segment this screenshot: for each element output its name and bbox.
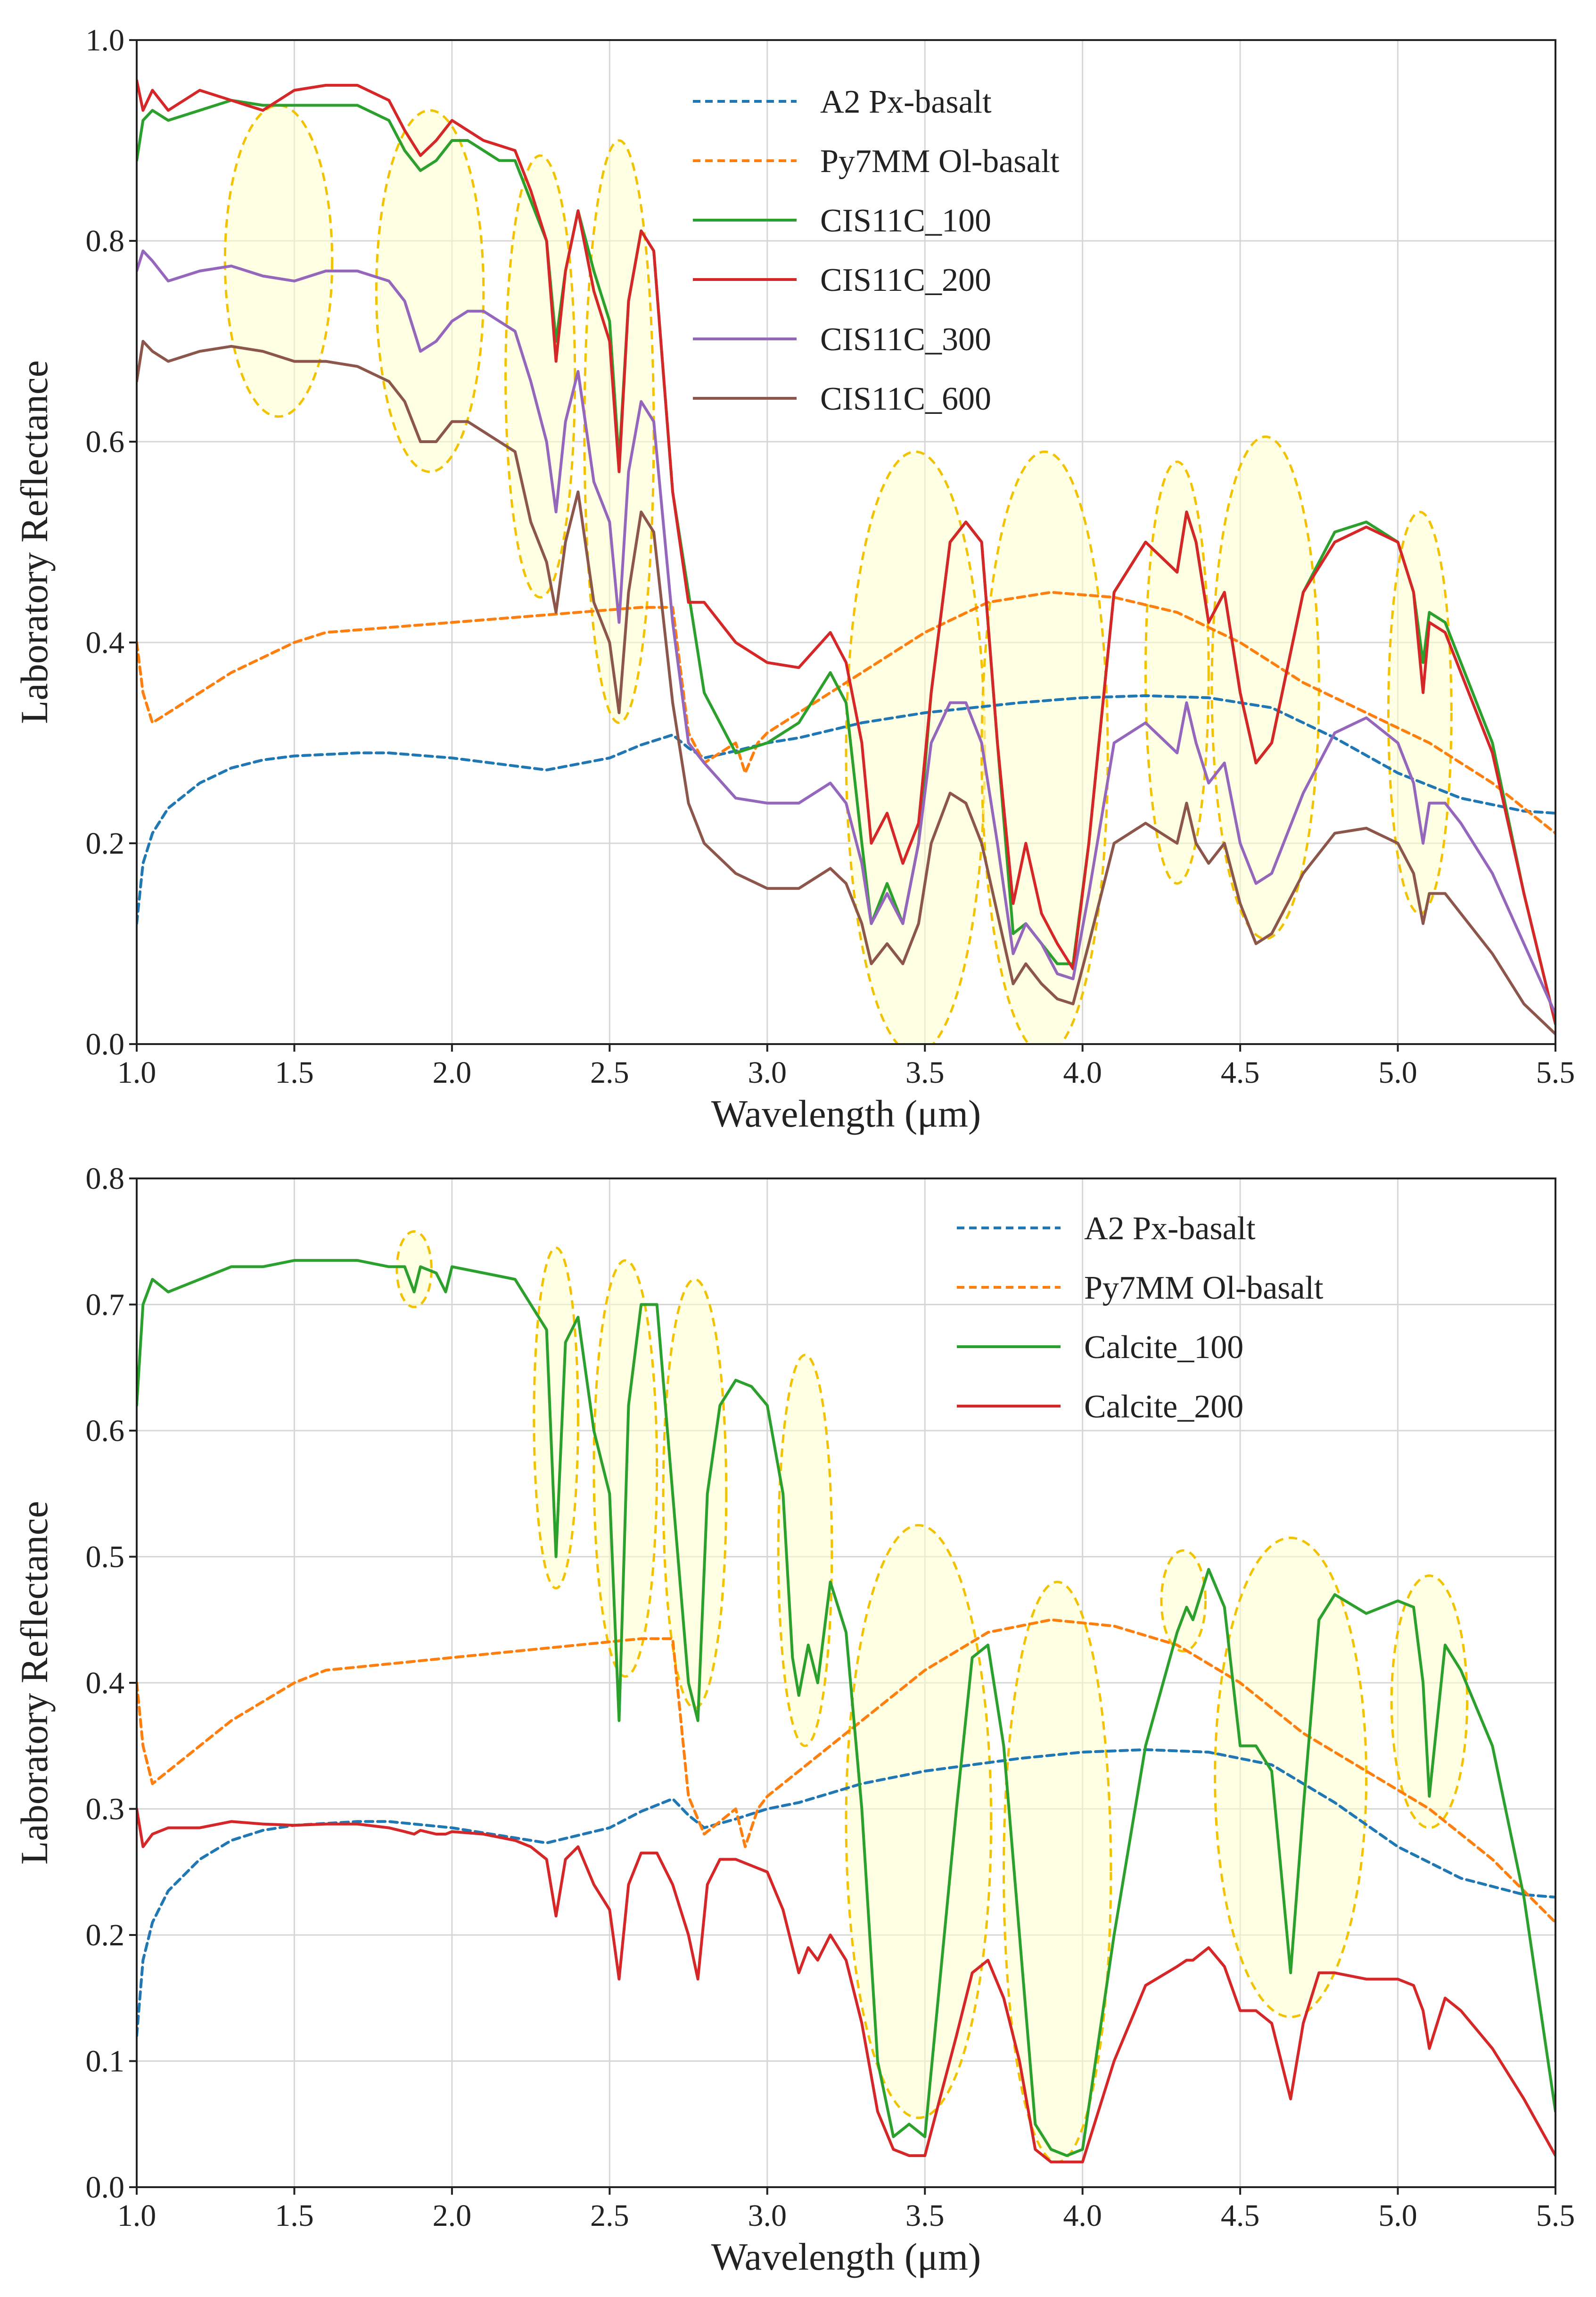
absorption-band-ellipse	[1144, 461, 1210, 885]
legend: A2 Px-basalt Py7MM Ol-basalt CIS11C_100 CIS…	[693, 84, 1060, 417]
x-tick-label: 4.0	[1063, 2198, 1102, 2233]
legend-label: A2 Px-basalt	[820, 84, 992, 120]
absorption-band-ellipse	[1390, 1574, 1469, 1829]
x-tick-label: 5.5	[1536, 1055, 1575, 1090]
absorption-band-ellipse	[662, 1278, 728, 1709]
y-tick-label: 0.1	[86, 2044, 125, 2079]
absorption-band-ellipse	[395, 1230, 433, 1309]
legend-label: Calcite_200	[1084, 1389, 1243, 1425]
chart-panel-1: 1.0 1.5 2.0 2.5 3.0 3.5 4.0 4.5 5.0 5.5 0.0 0.2 0.4 0…	[13, 23, 1575, 1135]
legend-label: A2 Px-basalt	[1084, 1210, 1256, 1247]
series-line-cis11c-600	[137, 340, 1555, 1036]
y-axis-label: Laboratory Reflectance	[13, 1501, 56, 1865]
legend: A2 Px-basalt Py7MM Ol-basalt Calcite_100 Ca…	[957, 1210, 1324, 1425]
x-tick-label: 4.5	[1221, 1055, 1260, 1090]
x-tick-label: 5.5	[1536, 2198, 1575, 2233]
legend-label: CIS11C_600	[820, 381, 991, 417]
y-tick-label: 0.4	[86, 626, 125, 660]
series-line-cis11c-200	[137, 79, 1555, 1026]
legend-label: Py7MM Ol-basalt	[1084, 1270, 1324, 1306]
y-tick-label: 0.8	[86, 1161, 125, 1196]
absorption-band-ellipse	[533, 1246, 579, 1589]
absorption-band-ellipse	[845, 1524, 993, 2119]
absorption-band-ellipse	[1160, 1549, 1207, 1653]
x-tick-label: 3.0	[748, 1055, 787, 1090]
series-line-a2-px-basalt	[137, 1748, 1555, 2037]
absorption-band-ellipse	[980, 450, 1109, 1044]
x-tick-label: 1.0	[117, 2198, 156, 2233]
series-line-py7mm-ol-basalt	[137, 1618, 1555, 1924]
y-tick-label: 0.2	[86, 1918, 125, 1952]
series-group	[137, 79, 1555, 1036]
y-tick-label: 0.8	[86, 224, 125, 258]
x-tick-label: 2.0	[433, 2198, 472, 2233]
x-tick-label: 4.0	[1063, 1055, 1102, 1090]
plot-frame	[136, 39, 1556, 1045]
legend-label: CIS11C_100	[820, 203, 991, 239]
y-tick-label: 0.0	[86, 1027, 125, 1062]
y-tick-label: 0.7	[86, 1288, 125, 1322]
x-tick-label: 5.0	[1378, 1055, 1417, 1090]
y-tick-label: 0.3	[86, 1792, 125, 1827]
legend-label: CIS11C_200	[820, 262, 991, 298]
y-tick-label: 0.6	[86, 425, 125, 459]
y-tick-label: 0.4	[86, 1666, 125, 1700]
x-tick-label: 1.5	[275, 1055, 314, 1090]
absorption-band-ellipse	[1210, 435, 1320, 940]
series-line-a2-px-basalt	[137, 694, 1555, 925]
legend-label: Calcite_100	[1084, 1329, 1243, 1366]
absorption-band-ellipse	[583, 139, 655, 724]
x-tick-label: 1.0	[117, 1055, 156, 1090]
x-axis-label: Wavelength (μm)	[711, 2235, 981, 2278]
x-tick-label: 3.5	[905, 1055, 945, 1090]
y-tick-label: 1.0	[86, 23, 125, 58]
legend-label: CIS11C_300	[820, 321, 991, 358]
series-group	[137, 1259, 1555, 2164]
x-tick-label: 3.0	[748, 2198, 787, 2233]
absorption-bands	[223, 104, 1453, 1044]
x-tick-label: 1.5	[275, 2198, 314, 2233]
absorption-band-ellipse	[845, 450, 986, 1044]
x-tick-label: 3.5	[905, 2198, 945, 2233]
series-line-calcite-200	[137, 1807, 1555, 2164]
absorption-band-ellipse	[375, 109, 485, 473]
series-line-py7mm-ol-basalt	[137, 591, 1555, 835]
x-tick-label: 4.5	[1221, 2198, 1260, 2233]
absorption-band-ellipse	[223, 104, 334, 418]
legend-label: Py7MM Ol-basalt	[820, 143, 1060, 180]
chart-panel-2: 1.0 1.5 2.0 2.5 3.0 3.5 4.0 4.5 5.0 5.5 0.0 0.1 0.2 0…	[13, 1161, 1575, 2278]
x-tick-label: 5.0	[1378, 2198, 1417, 2233]
y-tick-label: 0.5	[86, 1540, 125, 1574]
x-tick-label: 2.5	[590, 2198, 629, 2233]
series-line-calcite-100	[137, 1259, 1555, 2157]
x-tick-label: 2.0	[433, 1055, 472, 1090]
absorption-bands	[395, 1230, 1469, 2163]
x-axis-label: Wavelength (μm)	[711, 1092, 981, 1135]
y-tick-label: 0.6	[86, 1414, 125, 1448]
x-tick-label: 2.5	[590, 1055, 629, 1090]
y-tick-label: 0.0	[86, 2170, 125, 2205]
series-line-cis11c-300	[137, 249, 1555, 1016]
absorption-band-ellipse	[1387, 510, 1453, 915]
y-axis-label: Laboratory Reflectance	[13, 360, 56, 724]
y-tick-label: 0.2	[86, 826, 125, 861]
